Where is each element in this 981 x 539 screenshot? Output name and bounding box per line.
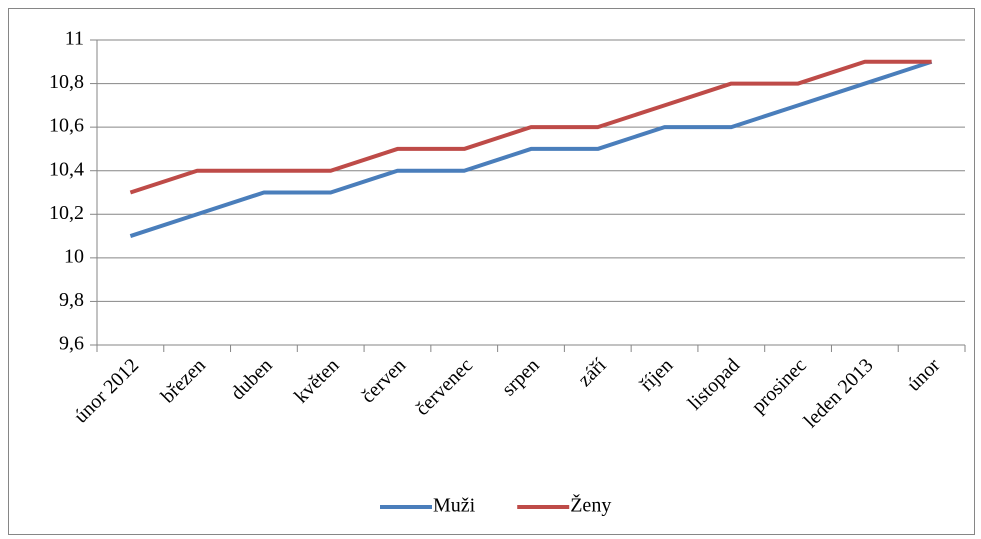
chart-border bbox=[8, 8, 975, 535]
y-tick-label: 9,8 bbox=[59, 289, 84, 311]
y-tick-label: 10,4 bbox=[49, 158, 84, 180]
legend-label: Muži bbox=[433, 495, 476, 517]
y-tick-label: 11 bbox=[65, 28, 84, 50]
y-tick-label: 9,6 bbox=[59, 333, 84, 355]
y-tick-label: 10,8 bbox=[49, 71, 84, 93]
y-tick-label: 10,6 bbox=[49, 115, 84, 137]
series-line bbox=[129, 59, 932, 195]
series-line bbox=[129, 59, 933, 238]
y-tick-label: 10 bbox=[64, 245, 84, 267]
y-tick-label: 10,2 bbox=[49, 202, 84, 224]
legend-label: Ženy bbox=[570, 494, 611, 517]
